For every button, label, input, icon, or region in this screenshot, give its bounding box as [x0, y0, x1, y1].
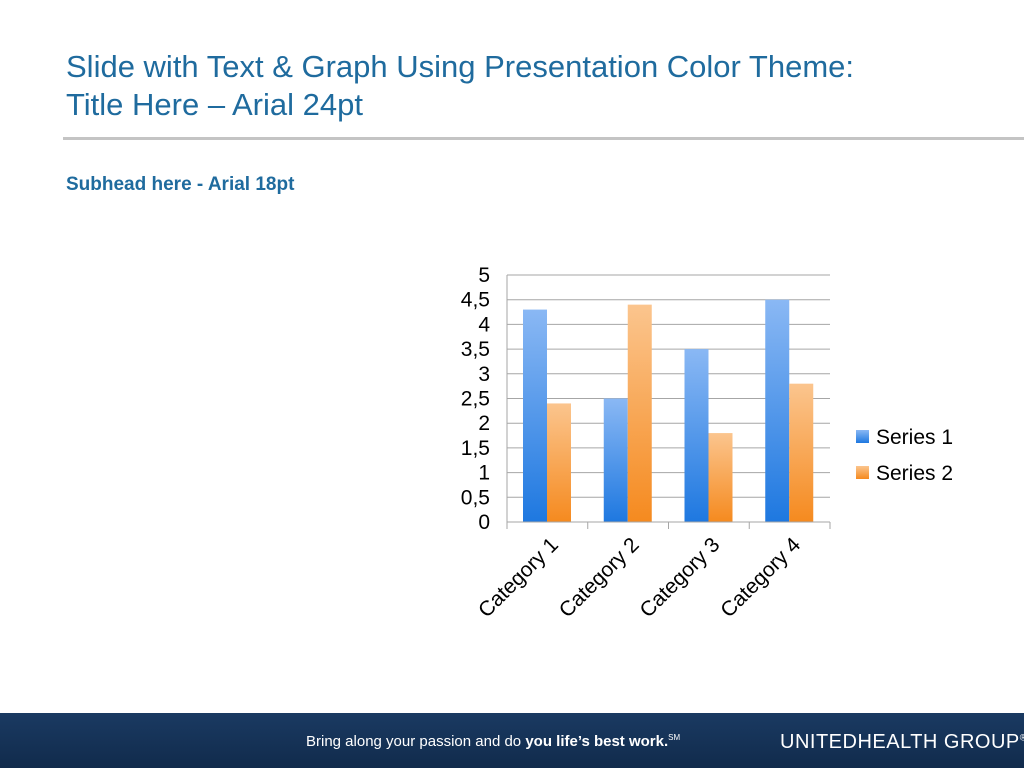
y-tick-label: 3: [478, 363, 490, 386]
subhead: Subhead here - Arial 18pt: [66, 174, 295, 195]
y-tick-label: 5: [478, 264, 490, 287]
legend-label-series-2: Series 2: [876, 462, 953, 485]
service-mark: SM: [668, 733, 681, 742]
x-category-label: Category 2: [555, 533, 644, 622]
x-category-label: Category 3: [636, 533, 725, 622]
x-category-label: Category 1: [474, 533, 563, 622]
y-tick-label: 1: [478, 462, 490, 485]
slide-title-line-2: Title Here – Arial 24pt: [66, 87, 363, 122]
unitedhealth-group-logo: UNITEDHEALTH GROUP®: [780, 731, 1024, 754]
slide-title-line-1: Slide with Text & Graph Using Presentati…: [66, 49, 855, 84]
logo-text: UNITEDHEALTH GROUP: [780, 731, 1020, 753]
footer-tagline: Bring along your passion and do you life…: [306, 733, 680, 750]
y-tick-label: 2: [478, 412, 490, 435]
footer-bar: Bring along your passion and do you life…: [0, 713, 1024, 768]
bar-series-1-category-3: [684, 349, 709, 522]
y-tick-label: 4: [478, 313, 490, 336]
registered-mark: ®: [1019, 732, 1024, 743]
bar-series-2-category-1: [547, 403, 571, 522]
y-tick-label: 3,5: [461, 338, 490, 361]
bar-series-1-category-1: [523, 309, 547, 522]
bar-series-1-category-4: [765, 299, 790, 522]
y-tick-label: 0,5: [461, 486, 490, 509]
tagline-prefix: Bring along your passion and do: [306, 733, 526, 750]
y-tick-label: 4,5: [461, 289, 490, 312]
legend-swatch-series-1: [856, 430, 869, 443]
bar-series-2-category-3: [708, 433, 733, 522]
y-tick-label: 1,5: [461, 437, 490, 460]
legend-swatch-series-2: [856, 466, 869, 479]
slide-title: Slide with Text & Graph Using Presentati…: [66, 48, 966, 124]
bar-series-2-category-4: [789, 383, 814, 522]
bar-series-1-category-2: [603, 398, 628, 522]
bar-series-2-category-2: [627, 304, 652, 522]
legend-label-series-1: Series 1: [876, 426, 953, 449]
x-category-label: Category 4: [716, 533, 805, 622]
y-tick-label: 2,5: [461, 388, 490, 411]
tagline-emphasis: you life’s best work.: [525, 733, 669, 750]
y-tick-label: 0: [478, 511, 490, 534]
title-divider: [63, 137, 1024, 140]
